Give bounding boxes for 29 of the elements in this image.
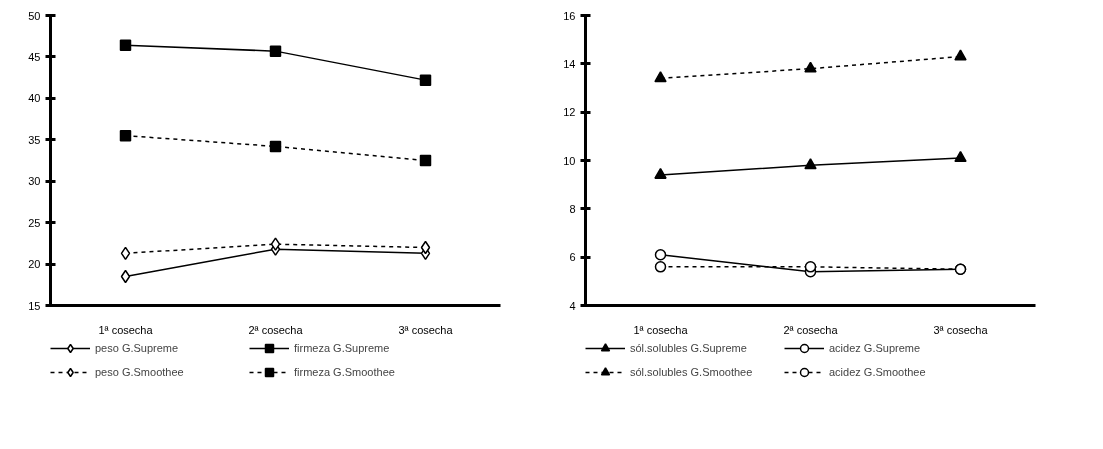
y-tick-label: 8 — [569, 202, 576, 215]
y-tick-label: 15 — [28, 299, 41, 312]
y-tick-label: 16 — [563, 9, 576, 22]
x-tick-label: 2ª cosecha — [783, 323, 839, 336]
legend-label: firmeza G.Supreme — [294, 342, 391, 354]
legend-label: peso G.Smoothee — [95, 366, 185, 378]
legend-label: sól.solubles G.Supreme — [630, 342, 748, 354]
legend-label: acidez G.Smoothee — [829, 366, 927, 378]
x-tick-label: 3ª cosecha — [398, 323, 454, 336]
legend-label: acidez G.Supreme — [829, 342, 922, 354]
legend-label: peso G.Supreme — [95, 342, 180, 354]
y-tick-label: 10 — [563, 154, 576, 167]
y-tick-label: 6 — [569, 251, 576, 264]
y-tick-label: 20 — [28, 258, 41, 271]
y-tick-label: 25 — [28, 216, 41, 229]
legend-label: sól.solubles G.Smoothee — [630, 366, 754, 378]
x-tick-label: 2ª cosecha — [248, 323, 304, 336]
y-tick-label: 14 — [563, 57, 576, 70]
y-tick-label: 35 — [28, 133, 41, 146]
y-tick-label: 45 — [28, 50, 41, 63]
y-tick-label: 50 — [28, 9, 41, 22]
y-tick-label: 40 — [28, 92, 41, 105]
x-tick-label: 1ª cosecha — [633, 323, 689, 336]
y-tick-label: 12 — [563, 106, 576, 119]
legend-label: firmeza G.Smoothee — [294, 366, 396, 378]
y-tick-label: 30 — [28, 175, 41, 188]
x-tick-label: 3ª cosecha — [933, 323, 989, 336]
x-tick-label: 1ª cosecha — [98, 323, 154, 336]
y-tick-label: 4 — [569, 299, 576, 312]
